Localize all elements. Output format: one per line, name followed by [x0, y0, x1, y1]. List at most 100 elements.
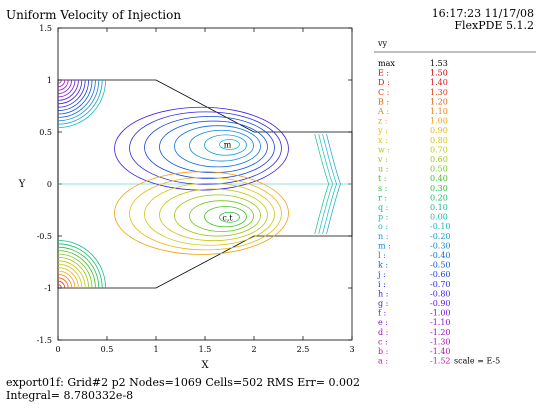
contour-line [57, 79, 69, 91]
contour-line [144, 182, 275, 246]
contour-line [57, 284, 62, 289]
contour-line [204, 134, 247, 156]
legend-value: 0.00 [430, 213, 448, 222]
timestamp: 16:17:23 11/17/08 [431, 7, 534, 20]
y-tick-label: -1 [44, 284, 52, 293]
contour-line [57, 250, 96, 289]
contour-line [57, 270, 76, 289]
legend-key: r : [378, 193, 387, 202]
legend-value: 0.20 [430, 193, 448, 202]
x-tick-label: 0.5 [101, 345, 114, 354]
contour-line [322, 133, 337, 235]
legend-key: k : [378, 261, 388, 270]
legend-key: v : [377, 155, 388, 164]
legend-key: x : [378, 136, 388, 145]
legend-key: D : [378, 78, 390, 87]
y-tick-label: 0 [47, 180, 52, 189]
legend-key: j : [377, 270, 386, 279]
legend-value: 0.80 [430, 136, 448, 145]
legend-key: A : [377, 107, 389, 116]
contour-line [219, 139, 240, 150]
contour-line [57, 257, 89, 289]
contour-line [159, 120, 268, 174]
contour-line [159, 188, 268, 242]
contour-line [57, 79, 100, 122]
legend-key: g : [378, 299, 388, 308]
x-tick-label: 1.5 [199, 345, 212, 354]
legend-key: z : [378, 117, 387, 126]
legend-key: max [378, 59, 395, 68]
legend-value: -0.70 [430, 280, 451, 289]
y-tick-label: 1.5 [39, 24, 52, 33]
contour-line [129, 177, 282, 251]
footer: export01f: Grid#2 p2 Nodes=1069 Cells=50… [6, 376, 360, 402]
x-axis-label: X [201, 360, 209, 371]
legend-key: a : [378, 357, 388, 366]
legend-key: d : [378, 328, 388, 337]
y-tick-label: 1 [47, 76, 52, 85]
legend-value: 0.40 [430, 174, 448, 183]
contour-line [318, 133, 334, 235]
contour-line [57, 243, 103, 289]
legend-key: E : [378, 69, 389, 78]
legend-value: -1.00 [430, 309, 451, 318]
contour-line [114, 106, 289, 191]
contour-line [57, 79, 62, 84]
legend-value: -1.40 [430, 347, 451, 356]
legend-key: h : [378, 289, 388, 298]
domain-outline [57, 79, 353, 289]
legend-value: 1.20 [430, 97, 448, 106]
legend-key: i : [378, 280, 386, 289]
contour-line [57, 79, 89, 111]
legend-variable: vy [377, 39, 388, 48]
y-tick-label: 0.5 [39, 128, 52, 137]
legend-value: 1.53 [430, 59, 448, 68]
legend-key: y : [377, 126, 388, 135]
contour-line [57, 277, 69, 289]
contour-line [174, 125, 261, 168]
legend-value: 0.70 [430, 145, 448, 154]
legend-value: -0.20 [430, 232, 451, 241]
legend-value: -0.80 [430, 289, 451, 298]
contour-line [57, 240, 106, 289]
legend-key: q : [378, 203, 388, 212]
legend-key: c : [378, 337, 388, 346]
x-tick-label: 3 [349, 345, 354, 354]
legend-key: p : [378, 213, 388, 222]
contour-line [204, 206, 247, 228]
legend-value: 1.10 [430, 107, 448, 116]
legend-value: 0.90 [430, 126, 448, 135]
contour-line [57, 79, 72, 94]
contour-line [57, 79, 103, 125]
contour-line [144, 116, 275, 179]
contour-line [129, 111, 282, 185]
contour-line [57, 79, 83, 105]
legend-key: e : [378, 318, 388, 327]
contour-line [57, 260, 86, 289]
legend-value: -0.60 [430, 270, 451, 279]
x-tick-label: 0 [55, 345, 60, 354]
contour-line [57, 280, 66, 289]
contour-line [57, 263, 83, 289]
contour-line [57, 267, 79, 289]
contour-line [57, 79, 66, 88]
legend-value: -0.30 [430, 241, 451, 250]
legend-value: 0.10 [430, 203, 448, 212]
legend-value: 1.30 [430, 88, 448, 97]
contour-line [57, 79, 86, 108]
contour-line [57, 79, 106, 128]
legend-value: -1.30 [430, 337, 451, 346]
legend-value: -0.90 [430, 299, 451, 308]
legend-value: 1.50 [430, 69, 448, 78]
contour-line [57, 253, 93, 289]
contour-line [326, 133, 341, 235]
contour-line [57, 79, 93, 115]
legend-key: B : [378, 97, 389, 106]
vortex-label: c,t [222, 213, 233, 222]
contour-line [189, 200, 254, 232]
contour-line [57, 79, 76, 98]
legend-key: n : [378, 232, 388, 241]
grid-info: export01f: Grid#2 p2 Nodes=1069 Cells=50… [6, 376, 360, 389]
legend-key: s : [378, 184, 387, 193]
legend-value: 0.30 [430, 184, 448, 193]
